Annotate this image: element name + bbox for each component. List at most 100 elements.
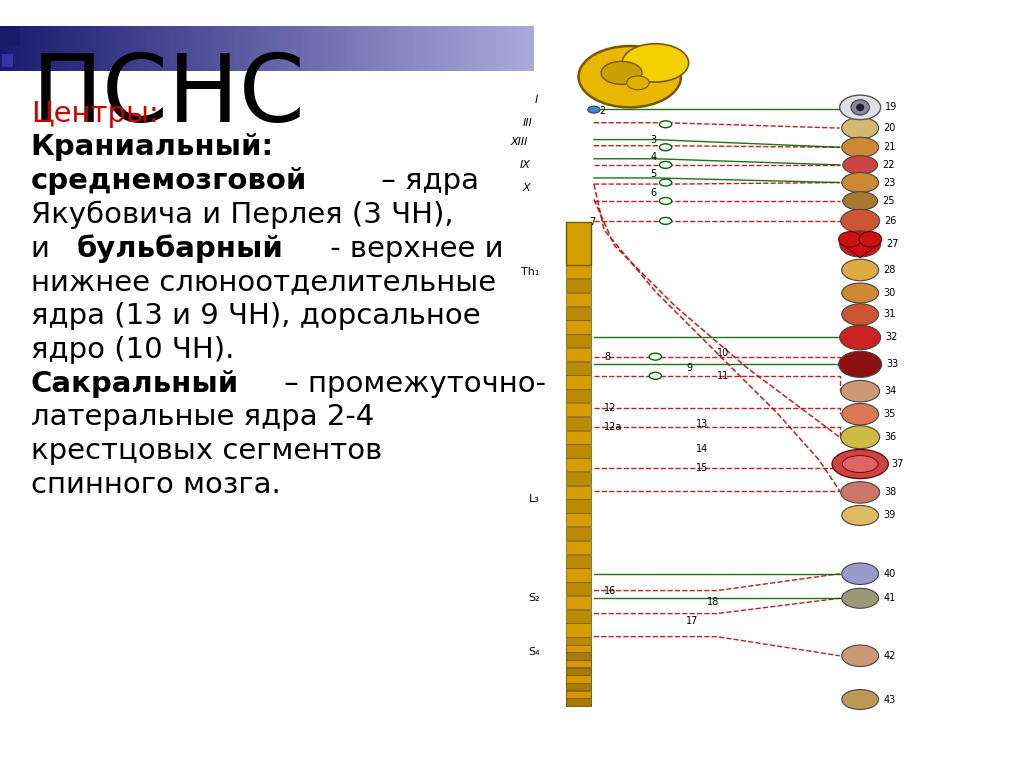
Ellipse shape — [842, 403, 879, 425]
Bar — [350, 26, 356, 71]
Text: 33: 33 — [887, 359, 899, 370]
Ellipse shape — [840, 95, 881, 120]
Bar — [266, 26, 271, 71]
Bar — [566, 222, 591, 265]
Text: нижнее слюноотделительные: нижнее слюноотделительные — [31, 268, 496, 296]
Text: ПСНС: ПСНС — [32, 50, 306, 142]
Bar — [566, 334, 591, 347]
Bar — [443, 26, 450, 71]
Text: X: X — [523, 183, 530, 193]
Bar — [515, 26, 520, 71]
Ellipse shape — [831, 449, 888, 479]
Bar — [342, 26, 347, 71]
Bar — [566, 279, 591, 292]
Text: 11: 11 — [717, 370, 729, 381]
Bar — [373, 26, 378, 71]
Bar — [190, 26, 197, 71]
Ellipse shape — [842, 137, 879, 157]
Text: 15: 15 — [696, 463, 709, 473]
Text: Центры:: Центры: — [31, 100, 159, 127]
Bar — [2, 27, 20, 46]
Ellipse shape — [627, 76, 649, 90]
Text: L₃: L₃ — [528, 493, 540, 504]
Bar — [89, 26, 94, 71]
Text: 4: 4 — [650, 152, 656, 163]
Bar — [27, 26, 32, 71]
Bar — [124, 26, 130, 71]
Bar — [422, 26, 427, 71]
Bar — [566, 265, 591, 278]
Bar — [306, 26, 311, 71]
Ellipse shape — [842, 117, 879, 139]
Ellipse shape — [839, 232, 861, 247]
Bar — [566, 472, 591, 485]
Bar — [275, 26, 281, 71]
Ellipse shape — [659, 198, 672, 205]
Bar — [417, 26, 423, 71]
Bar — [566, 610, 591, 623]
Bar — [399, 26, 404, 71]
Text: латеральные ядра 2-4: латеральные ядра 2-4 — [31, 403, 374, 431]
Bar — [9, 26, 14, 71]
Bar — [566, 660, 591, 667]
Bar — [270, 26, 276, 71]
Bar — [293, 26, 298, 71]
Bar — [566, 513, 591, 526]
Bar — [566, 651, 591, 664]
Text: 23: 23 — [884, 177, 896, 188]
Text: 38: 38 — [885, 487, 897, 498]
Text: IX: IX — [519, 160, 530, 170]
Bar — [566, 307, 591, 320]
Bar — [566, 348, 591, 361]
Bar — [209, 26, 214, 71]
Bar — [453, 26, 458, 71]
Text: 32: 32 — [886, 332, 898, 343]
Bar — [302, 26, 307, 71]
Bar — [0, 26, 5, 71]
Bar — [236, 26, 241, 71]
Text: Краниальный:: Краниальный: — [31, 133, 273, 161]
Bar — [566, 430, 591, 444]
Ellipse shape — [659, 218, 672, 225]
Bar — [97, 26, 103, 71]
Text: 25: 25 — [883, 196, 895, 206]
Bar — [222, 26, 227, 71]
Bar — [297, 26, 303, 71]
Text: 2: 2 — [599, 106, 605, 117]
Text: S₄: S₄ — [528, 647, 540, 657]
Bar — [262, 26, 267, 71]
Bar — [44, 26, 50, 71]
Bar — [213, 26, 218, 71]
Bar — [566, 693, 591, 706]
Text: - верхнее и: - верхнее и — [322, 235, 504, 262]
Ellipse shape — [842, 690, 879, 709]
Bar — [430, 26, 436, 71]
Text: 40: 40 — [884, 568, 896, 579]
Text: 14: 14 — [696, 443, 709, 454]
Bar — [253, 26, 258, 71]
Bar — [566, 293, 591, 306]
Bar — [359, 26, 365, 71]
Bar — [324, 26, 330, 71]
Bar — [177, 26, 183, 71]
Text: 12a: 12a — [604, 422, 623, 433]
Bar — [462, 26, 467, 71]
Ellipse shape — [839, 351, 882, 377]
Bar — [182, 26, 187, 71]
Bar — [116, 26, 121, 71]
Bar — [355, 26, 360, 71]
Text: XIII: XIII — [510, 137, 527, 147]
Bar — [566, 683, 591, 690]
Bar — [249, 26, 254, 71]
Bar — [566, 555, 591, 568]
Bar — [377, 26, 383, 71]
Bar — [120, 26, 125, 71]
Text: Якубовича и Перлея (3 ЧН),: Якубовича и Перлея (3 ЧН), — [31, 200, 454, 229]
Ellipse shape — [579, 46, 681, 107]
Bar — [310, 26, 316, 71]
Text: 34: 34 — [885, 386, 897, 397]
Text: 27: 27 — [886, 239, 898, 249]
Bar — [470, 26, 476, 71]
Ellipse shape — [588, 107, 600, 114]
Bar — [160, 26, 165, 71]
